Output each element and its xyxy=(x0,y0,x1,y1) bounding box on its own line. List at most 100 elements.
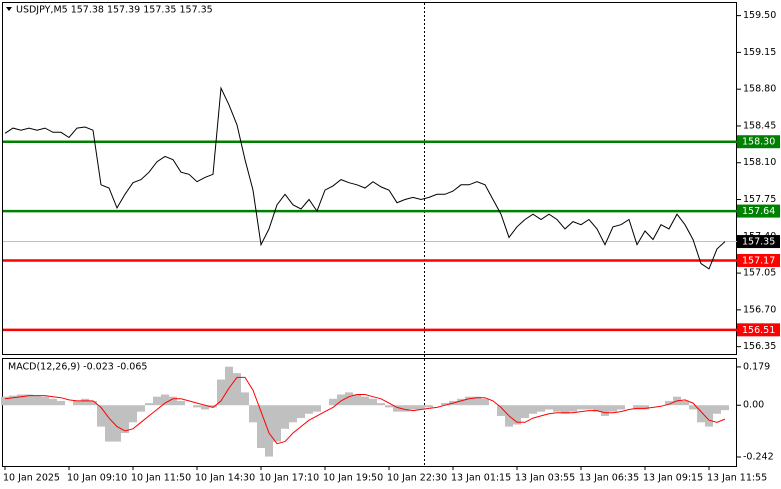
x-tick-label: 10 Jan 11:50 xyxy=(131,473,191,484)
level-label-bg xyxy=(737,135,780,149)
histogram-bar xyxy=(201,405,209,410)
histogram-bar xyxy=(265,405,273,457)
signal-line xyxy=(4,376,726,445)
histogram-bar xyxy=(1,396,9,406)
histogram-bar xyxy=(353,394,361,406)
histogram-bar xyxy=(681,400,689,406)
histogram-bar xyxy=(369,398,377,406)
histogram-bar xyxy=(641,405,649,410)
histogram-bar xyxy=(257,405,265,449)
histogram-bar xyxy=(521,405,529,419)
level-label: 156.51 xyxy=(742,325,775,336)
y-tick-label: 156.70 xyxy=(743,304,776,315)
histogram-bar xyxy=(329,398,337,406)
x-tick-label: 13 Jan 01:15 xyxy=(451,473,511,484)
macd-title: MACD(12,26,9) -0.023 -0.065 xyxy=(8,362,147,373)
histogram-bar xyxy=(409,405,417,410)
histogram-bar xyxy=(57,400,65,406)
level-label-bg xyxy=(737,253,780,267)
x-tick-label: 10 Jan 2025 xyxy=(3,473,60,484)
chart-title: USDJPY,M5 157.38 157.39 157.35 157.35 xyxy=(16,5,213,16)
histogram-bar xyxy=(385,405,393,408)
histogram-bar xyxy=(153,396,161,406)
y-tick-label: 158.80 xyxy=(743,84,776,95)
histogram-bar xyxy=(305,405,313,414)
histogram-bar xyxy=(697,405,705,423)
histogram-bar xyxy=(169,396,177,406)
y-tick-label: 158.45 xyxy=(743,120,776,131)
histogram-bar xyxy=(377,403,385,406)
histogram-bar xyxy=(225,366,233,406)
histogram-bar xyxy=(209,405,217,408)
main-frame xyxy=(2,2,737,355)
y-tick-label: 157.75 xyxy=(743,194,776,205)
histogram-bar xyxy=(561,405,569,414)
histogram-bar xyxy=(297,405,305,419)
histogram-bar xyxy=(17,394,25,406)
histogram-bar xyxy=(73,400,81,406)
histogram-bar xyxy=(425,405,433,408)
histogram-bar xyxy=(441,403,449,406)
histogram-bar xyxy=(241,392,249,406)
histogram-bar xyxy=(545,405,553,410)
histogram-bar xyxy=(481,398,489,406)
histogram-bar xyxy=(89,400,97,406)
y-tick-label: 157.05 xyxy=(743,268,776,279)
histogram-bar xyxy=(161,394,169,406)
level-label: 158.30 xyxy=(742,137,775,148)
histogram-bar xyxy=(129,405,137,423)
histogram-bar xyxy=(177,400,185,406)
histogram-bar xyxy=(337,394,345,406)
y-tick-label: 0.00 xyxy=(743,400,764,411)
histogram-bar xyxy=(577,405,585,410)
y-tick-label: 158.10 xyxy=(743,157,776,168)
histogram-bar xyxy=(617,405,625,410)
histogram-bar xyxy=(105,405,113,442)
histogram-bar xyxy=(289,405,297,423)
x-tick-label: 13 Jan 03:55 xyxy=(515,473,575,484)
histogram-bar xyxy=(473,396,481,406)
histogram-bar xyxy=(145,403,153,406)
x-tick-label: 10 Jan 19:50 xyxy=(323,473,383,484)
histogram-bar xyxy=(537,405,545,412)
x-tick-label: 13 Jan 11:55 xyxy=(707,473,767,484)
histogram-bar xyxy=(713,405,721,414)
histogram-bar xyxy=(97,405,105,427)
x-tick-label: 10 Jan 22:30 xyxy=(387,473,447,484)
x-tick-label: 10 Jan 17:10 xyxy=(259,473,319,484)
histogram-bar xyxy=(665,400,673,406)
histogram-bar xyxy=(249,405,257,423)
level-label: 157.17 xyxy=(742,255,775,266)
histogram-bar xyxy=(9,395,17,406)
histogram-bar xyxy=(401,405,409,412)
histogram-bar xyxy=(193,405,201,408)
level-label-bg xyxy=(737,235,780,249)
y-tick-label: 159.50 xyxy=(743,10,776,21)
histogram-bar xyxy=(553,405,561,412)
y-tick-label: -0.242 xyxy=(743,452,774,463)
histogram-bar xyxy=(569,405,577,412)
histogram-bar xyxy=(721,405,729,411)
histogram-bar xyxy=(529,405,537,414)
y-tick-label: 156.35 xyxy=(743,341,776,352)
x-tick-label: 10 Jan 09:10 xyxy=(67,473,127,484)
macd-frame xyxy=(2,358,737,467)
histogram-bar xyxy=(705,405,713,427)
histogram-bar xyxy=(33,395,41,406)
menu-arrow xyxy=(6,7,12,11)
level-label-bg xyxy=(737,323,780,337)
y-tick-label: 0.179 xyxy=(743,361,770,372)
x-tick-label: 13 Jan 09:15 xyxy=(643,473,703,484)
histogram-bar xyxy=(217,379,225,406)
histogram-bar xyxy=(601,405,609,416)
histogram-bar xyxy=(25,394,33,406)
histogram-bar xyxy=(137,405,145,412)
histogram-bar xyxy=(417,405,425,410)
histogram-bar xyxy=(273,405,281,442)
histogram-bar xyxy=(49,398,57,406)
histogram-bar xyxy=(465,396,473,406)
histogram-bar xyxy=(633,405,641,410)
histogram-bar xyxy=(345,392,353,406)
histogram-bar xyxy=(457,398,465,406)
